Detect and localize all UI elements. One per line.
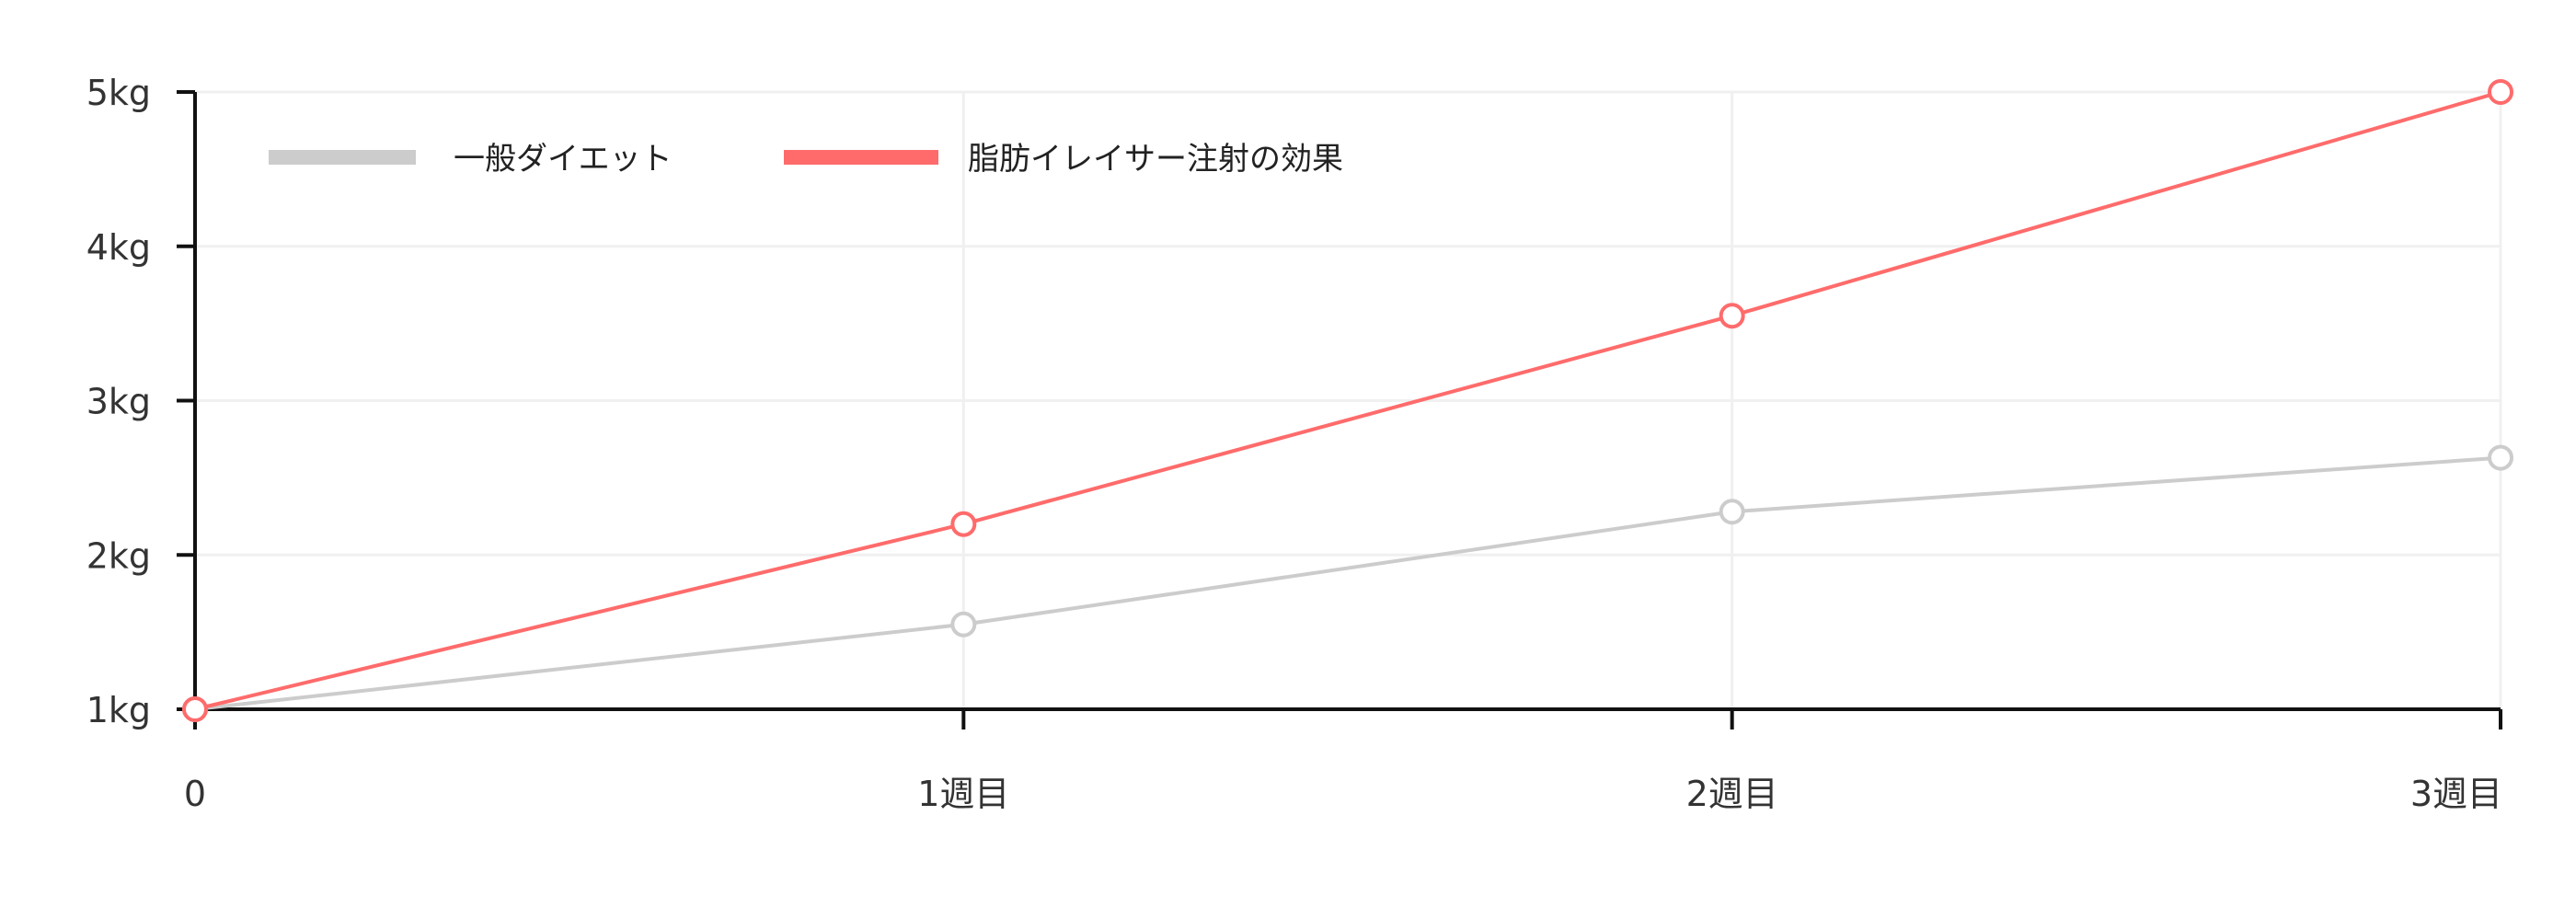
data-point-0-3 <box>2488 444 2513 471</box>
series <box>182 79 2513 722</box>
x-tick-label: 2週目 <box>1686 774 1778 814</box>
data-point-1-1 <box>950 511 977 537</box>
series-line-1 <box>194 90 2501 711</box>
y-tick-label: 5kg <box>86 73 151 113</box>
y-tick-label: 3kg <box>86 382 151 422</box>
data-point-1-3 <box>2488 79 2513 105</box>
legend-label-general-diet: 一般ダイエット <box>454 141 673 178</box>
axes: 1kg 2kg 3kg 4kg 5kg 0 1週目 2週目 3週目 <box>86 73 2502 814</box>
data-point-1-2 <box>1719 303 1745 329</box>
y-tick-label: 2kg <box>86 535 151 576</box>
x-tick-label: 3週目 <box>2410 774 2502 814</box>
legend: 一般ダイエット 脂肪イレイサー注射の効果 <box>269 141 1343 178</box>
y-tick-label: 1kg <box>86 690 151 730</box>
series-line-0 <box>194 455 2501 711</box>
data-point-0-2 <box>1719 499 1745 525</box>
grid <box>195 90 2502 709</box>
y-tick-label: 4kg <box>86 227 151 268</box>
data-point-0-1 <box>950 611 977 638</box>
data-point-1-0 <box>182 696 208 722</box>
legend-swatch-general-diet <box>269 150 416 165</box>
legend-label-fat-eraser: 脂肪イレイサー注射の効果 <box>968 141 1343 178</box>
legend-swatch-fat-eraser <box>784 150 938 165</box>
x-tick-label: 1週目 <box>917 774 1009 814</box>
x-tick-label: 0 <box>184 774 206 814</box>
